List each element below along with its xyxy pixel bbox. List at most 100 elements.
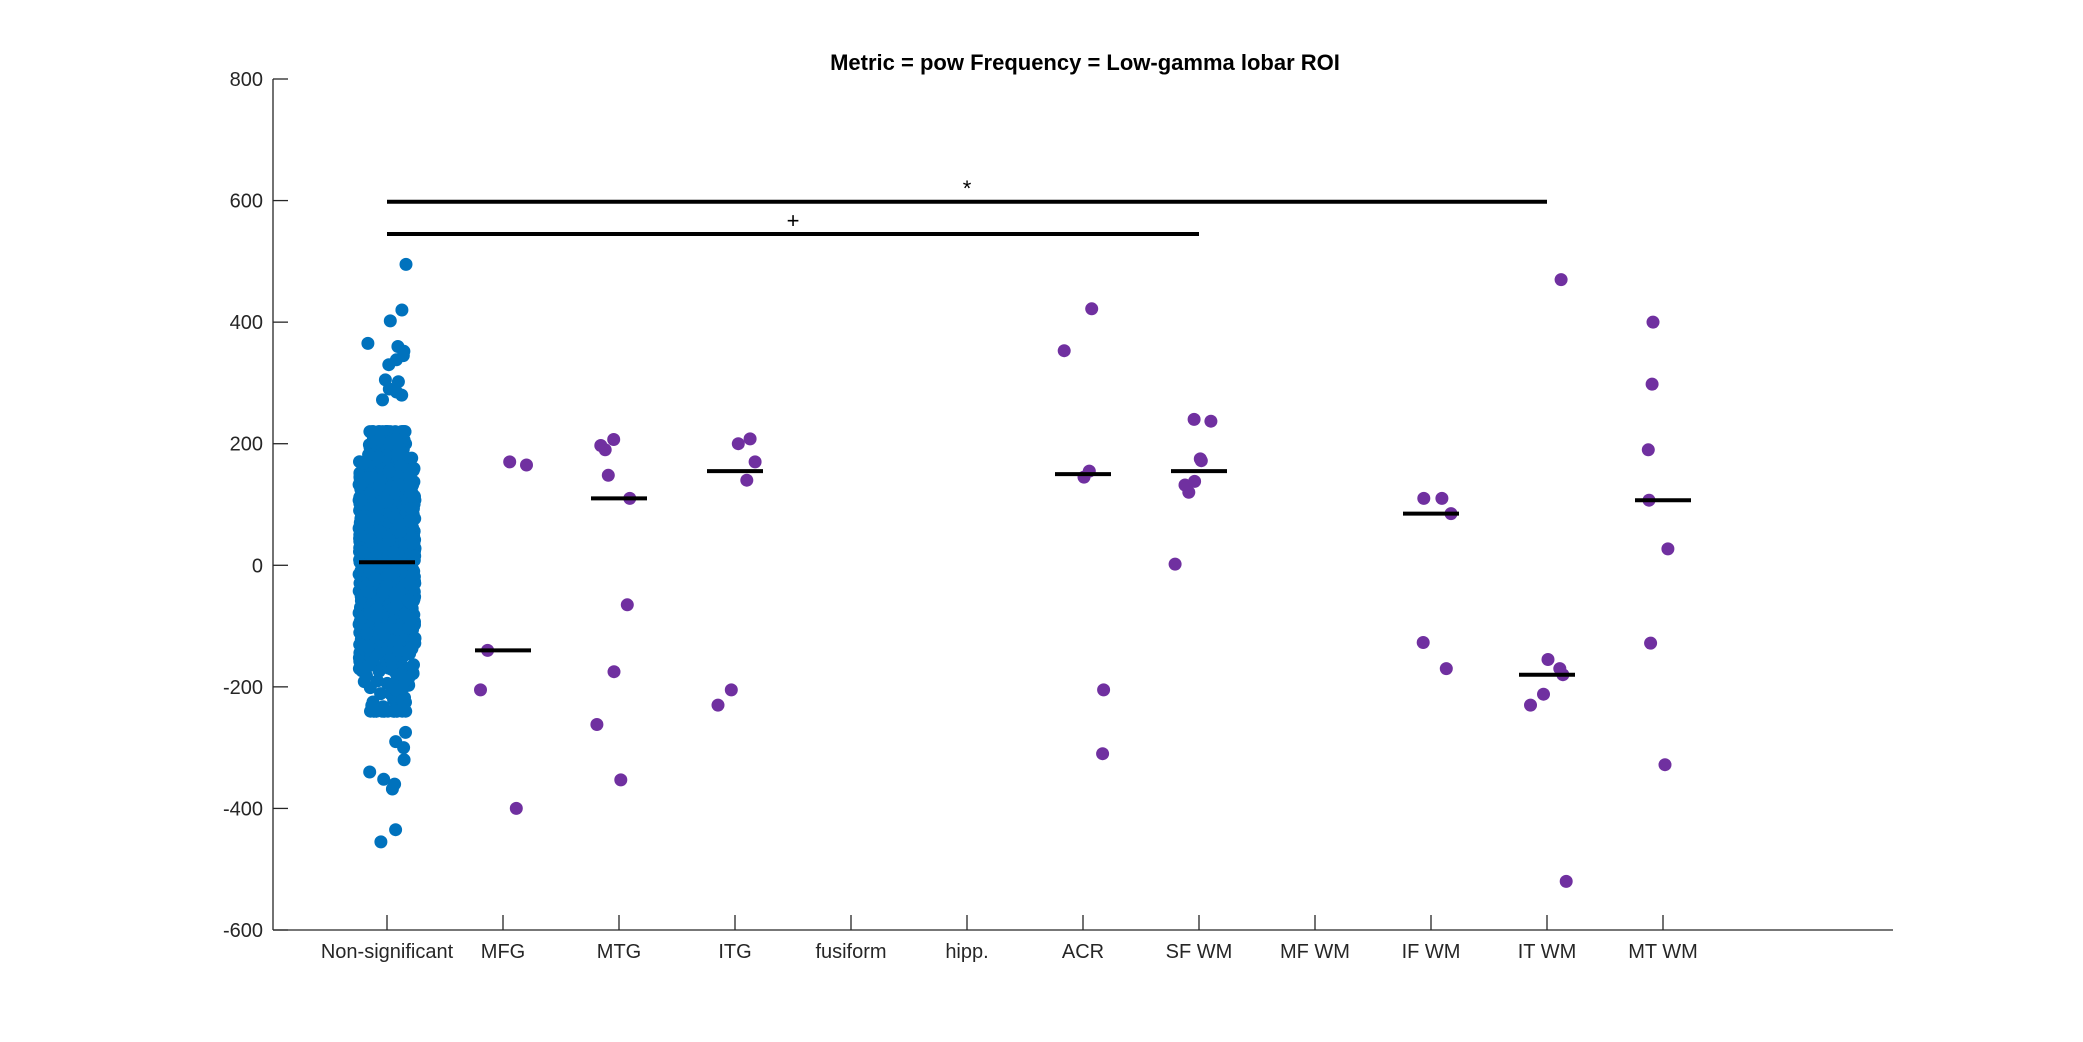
nonsignificant-point	[380, 494, 394, 508]
nonsignificant-point	[382, 358, 396, 372]
data-point-mtg	[601, 468, 615, 482]
nonsignificant-point	[408, 549, 422, 563]
nonsignificant-point	[376, 393, 389, 407]
nonsignificant-point	[401, 645, 415, 659]
nonsignificant-point	[370, 609, 384, 623]
nonsignificant-point	[391, 375, 405, 389]
x-tick-label: IT WM	[1518, 941, 1577, 963]
significance-marker: +	[787, 208, 800, 233]
nonsignificant-point	[405, 536, 419, 550]
nonsignificant-point	[388, 704, 402, 718]
nonsignificant-point	[363, 585, 377, 599]
data-point-mfg	[474, 683, 487, 697]
nonsignificant-point	[408, 631, 422, 645]
data-point-if-wm	[1416, 636, 1430, 649]
y-tick-label: 0	[252, 555, 263, 577]
data-point-itg	[724, 683, 738, 697]
nonsignificant-point	[363, 533, 377, 546]
nonsignificant-point	[386, 546, 400, 560]
nonsignificant-point	[360, 626, 374, 640]
data-point-if-wm	[1417, 491, 1431, 505]
data-point-mt-wm	[1661, 542, 1675, 556]
nonsignificant-point	[374, 835, 388, 849]
nonsignificant-point	[383, 314, 397, 328]
nonsignificant-point	[376, 585, 390, 599]
nonsignificant-point	[361, 640, 375, 654]
data-point-it-wm	[1559, 874, 1573, 888]
data-point-mtg	[607, 433, 621, 446]
nonsignificant-point	[371, 646, 385, 660]
data-point-itg	[743, 432, 757, 446]
data-point-acr	[1096, 747, 1110, 761]
data-point-mtg	[614, 773, 628, 787]
data-point-sf-wm	[1168, 557, 1182, 571]
data-point-acr	[1057, 344, 1071, 358]
significance-marker: *	[963, 176, 972, 201]
nonsignificant-point	[353, 478, 367, 492]
nonsignificant-point	[401, 593, 415, 607]
x-tick-label: MFG	[481, 941, 525, 963]
data-point-mt-wm	[1658, 758, 1672, 772]
data-point-it-wm	[1554, 273, 1568, 287]
x-tick-label: ITG	[718, 941, 751, 963]
nonsignificant-point	[389, 823, 403, 837]
nonsignificant-point	[389, 683, 403, 697]
data-point-itg	[748, 455, 762, 469]
data-point-it-wm	[1537, 687, 1550, 701]
data-point-mt-wm	[1641, 443, 1655, 457]
nonsignificant-point	[402, 621, 415, 635]
nonsignificant-point	[361, 336, 375, 350]
nonsignificant-point	[370, 674, 384, 688]
x-tick-label: hipp.	[945, 941, 988, 963]
nonsignificant-point	[357, 663, 371, 677]
nonsignificant-point	[404, 501, 418, 515]
data-point-it-wm	[1541, 653, 1555, 666]
data-point-itg	[731, 437, 745, 451]
data-point-sf-wm	[1187, 412, 1201, 426]
nonsignificant-point	[397, 753, 411, 767]
nonsignificant-point	[406, 567, 420, 581]
nonsignificant-point	[371, 450, 385, 464]
x-tick-label: MT WM	[1628, 941, 1698, 963]
nonsignificant-point	[392, 517, 406, 531]
nonsignificant-point	[368, 572, 382, 586]
nonsignificant-point	[357, 456, 371, 470]
nonsignificant-point	[406, 667, 420, 680]
nonsignificant-point	[382, 465, 396, 478]
data-point-mtg	[598, 443, 612, 457]
y-tick-label: -200	[223, 677, 263, 699]
y-tick-label: 600	[230, 191, 263, 213]
nonsignificant-point	[395, 388, 409, 402]
nonsignificant-point	[392, 441, 406, 455]
nonsignificant-point	[385, 782, 399, 796]
x-tick-label: SF WM	[1166, 941, 1233, 963]
nonsignificant-point	[382, 533, 396, 547]
data-point-itg	[740, 473, 754, 487]
data-point-if-wm	[1439, 662, 1453, 676]
x-tick-label: IF WM	[1402, 941, 1461, 963]
nonsignificant-point	[363, 425, 377, 439]
data-point-mt-wm	[1645, 377, 1659, 391]
plot-area: -600 -400 -200 0 200 400 600 800 Non-significant…	[223, 69, 1893, 963]
nonsignificant-point	[374, 687, 388, 701]
data-point-if-wm	[1435, 491, 1449, 505]
x-tick-label: MF WM	[1280, 941, 1350, 963]
nonsignificant-point	[382, 568, 396, 581]
nonsignificant-point	[355, 512, 368, 526]
data-point-itg	[711, 698, 725, 712]
nonsignificant-point	[372, 479, 386, 493]
data-point-sf-wm	[1182, 485, 1196, 499]
nonsignificant-point	[399, 257, 413, 271]
x-tick-label: Non-significant	[321, 941, 454, 963]
data-point-mt-wm	[1644, 636, 1658, 650]
y-tick-label: 400	[230, 312, 263, 334]
nonsignificant-point	[368, 512, 382, 526]
data-point-mfg	[503, 455, 517, 469]
chart-title: Metric = pow Frequency = Low-gamma lobar…	[830, 50, 1340, 75]
nonsignificant-point	[403, 481, 416, 495]
x-tick-label: ACR	[1062, 941, 1104, 963]
x-tick-label: fusiform	[815, 941, 886, 963]
data-point-mfg	[509, 801, 523, 815]
nonsignificant-point	[372, 433, 386, 447]
